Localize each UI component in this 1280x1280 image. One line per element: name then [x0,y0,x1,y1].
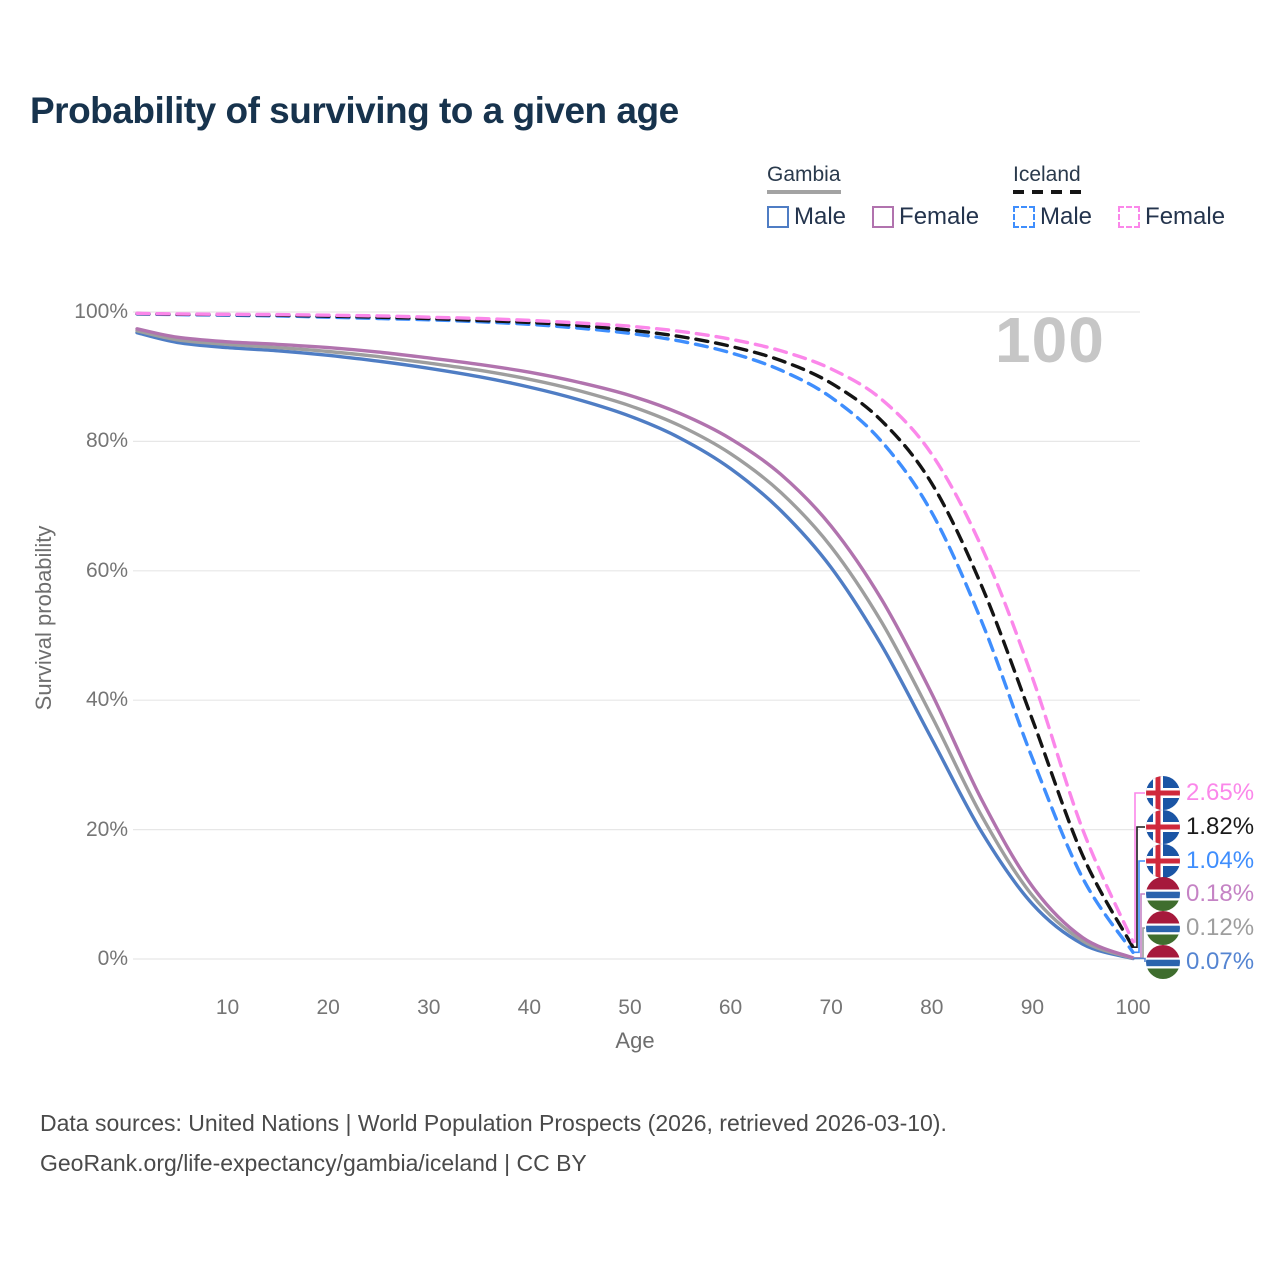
end-connector-gambia-male [1133,957,1146,962]
legend-item-label: Male [794,203,847,230]
y-tick-0: 0% [97,947,128,970]
end-label-value: 0.12% [1186,914,1255,941]
x-tick-90: 90 [1020,996,1045,1019]
legend-underline-iceland-dashed [1013,190,1081,194]
x-tick-80: 80 [920,996,944,1019]
end-label-value: 0.07% [1186,948,1255,975]
legend-item-label: Male [1040,203,1093,230]
end-label-value: 0.18% [1186,880,1255,907]
hover-age-watermark: 100 [995,304,1105,376]
legend-group-iceland: Iceland Male Female [1013,163,1225,231]
x-tick-40: 40 [517,996,542,1019]
legend-header-iceland: Iceland [1013,163,1081,186]
footer-attribution: GeoRank.org/life-expectancy/gambia/icela… [40,1150,587,1176]
curve-iceland-female[interactable] [135,311,1135,944]
gambia-flag-icon [1146,945,1180,979]
end-connector-iceland-both-sexes [1133,826,1145,948]
end-label-gambia-female: 0.18% [1146,877,1254,911]
legend-swatch-icon[interactable] [872,206,895,228]
end-label-iceland-both-sexes: 1.82% [1146,810,1254,844]
x-tick-60: 60 [718,996,743,1019]
legend-swatch-icon[interactable] [1118,206,1141,228]
legend-swatch-icon[interactable] [767,206,789,228]
y-axis-title: Survival probability [31,525,56,711]
page-title: Probability of surviving to a given age [30,90,679,131]
end-connector-iceland-female [1133,792,1145,943]
legend-header-gambia: Gambia [767,163,841,186]
gambia-flag-icon [1146,911,1180,945]
end-label-iceland-female: 2.65% [1146,776,1254,810]
end-label-gambia-both-sexes: 0.12% [1146,911,1254,945]
legend-item-label: Female [1145,203,1226,230]
curve-iceland-male[interactable] [135,312,1135,954]
end-label-value: 2.65% [1186,779,1255,806]
legend-group-gambia: Gambia Male Female [767,163,979,231]
y-tick-80: 80% [85,429,128,453]
iceland-flag-icon [1146,776,1180,810]
end-label-gambia-male: 0.07% [1146,945,1254,979]
x-tick-50: 50 [618,996,642,1019]
end-label-iceland-male: 1.04% [1146,844,1254,878]
x-axis-title: Age [615,1028,655,1053]
end-label-value: 1.82% [1186,813,1255,840]
curve-gambia-both[interactable] [135,329,1135,960]
y-tick-20: 20% [85,817,128,841]
x-tick-30: 30 [417,996,441,1019]
x-tick-70: 70 [819,996,843,1019]
end-connector-iceland-male [1133,860,1145,954]
gambia-flag-icon [1146,877,1180,911]
y-tick-40: 40% [85,688,128,712]
y-tick-60: 60% [85,558,128,582]
iceland-flag-icon [1146,810,1180,844]
x-tick-10: 10 [215,996,240,1019]
legend-swatch-icon[interactable] [1013,206,1035,228]
legend-item-gambia-male[interactable]: Male [767,203,846,231]
iceland-flag-icon [1146,844,1180,878]
y-tick-100: 100% [74,300,128,323]
legend-item-iceland-female[interactable]: Female [1118,203,1225,231]
x-tick-20: 20 [316,996,340,1019]
legend-item-iceland-male[interactable]: Male [1013,203,1092,231]
x-tick-100: 100 [1115,996,1151,1019]
legend-underline-gambia-solid [767,190,841,194]
curve-gambia-female[interactable] [135,327,1135,960]
legend-item-label: Female [899,203,980,230]
end-label-value: 1.04% [1186,847,1255,874]
footer-data-sources: Data sources: United Nations | World Pop… [40,1110,947,1136]
curve-gambia-male[interactable] [135,331,1135,961]
legend-item-gambia-female[interactable]: Female [872,203,979,231]
